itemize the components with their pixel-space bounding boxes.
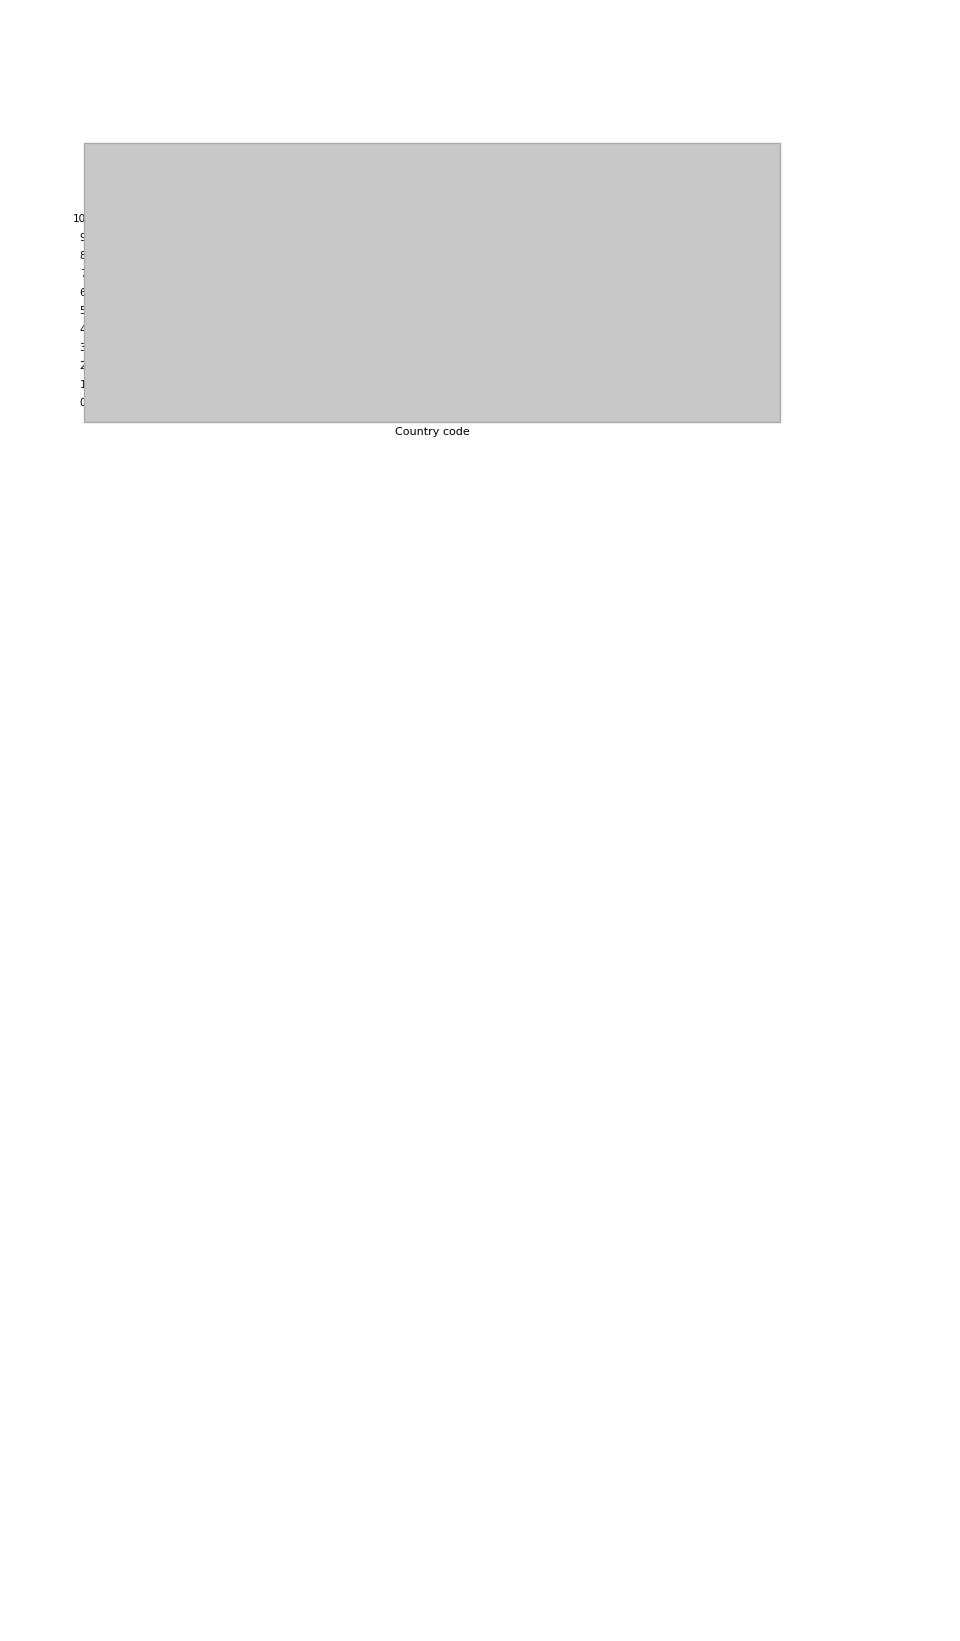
- Bar: [653, 384, 669, 402]
- Bar: [684, 384, 700, 402]
- Bar: [286, 328, 303, 402]
- Bar: [103, 218, 120, 402]
- Bar: [378, 366, 395, 402]
- Bar: [255, 310, 273, 402]
- Bar: [225, 292, 242, 402]
- Bar: [348, 366, 364, 402]
- Bar: [164, 274, 180, 402]
- Bar: [439, 384, 456, 402]
- Bar: [744, 384, 761, 402]
- Bar: [714, 384, 731, 402]
- X-axis label: Country code: Country code: [395, 427, 469, 437]
- Bar: [622, 384, 639, 402]
- Bar: [500, 384, 516, 402]
- Bar: [591, 384, 609, 402]
- Bar: [133, 236, 150, 402]
- Bar: [531, 384, 547, 402]
- Bar: [561, 384, 578, 402]
- Title: Number of ISPs that offer native IPv6 to consumer and business: Number of ISPs that offer native IPv6 to…: [180, 200, 684, 215]
- Bar: [408, 384, 425, 402]
- Bar: [317, 366, 333, 402]
- Bar: [195, 292, 211, 402]
- Bar: [469, 384, 486, 402]
